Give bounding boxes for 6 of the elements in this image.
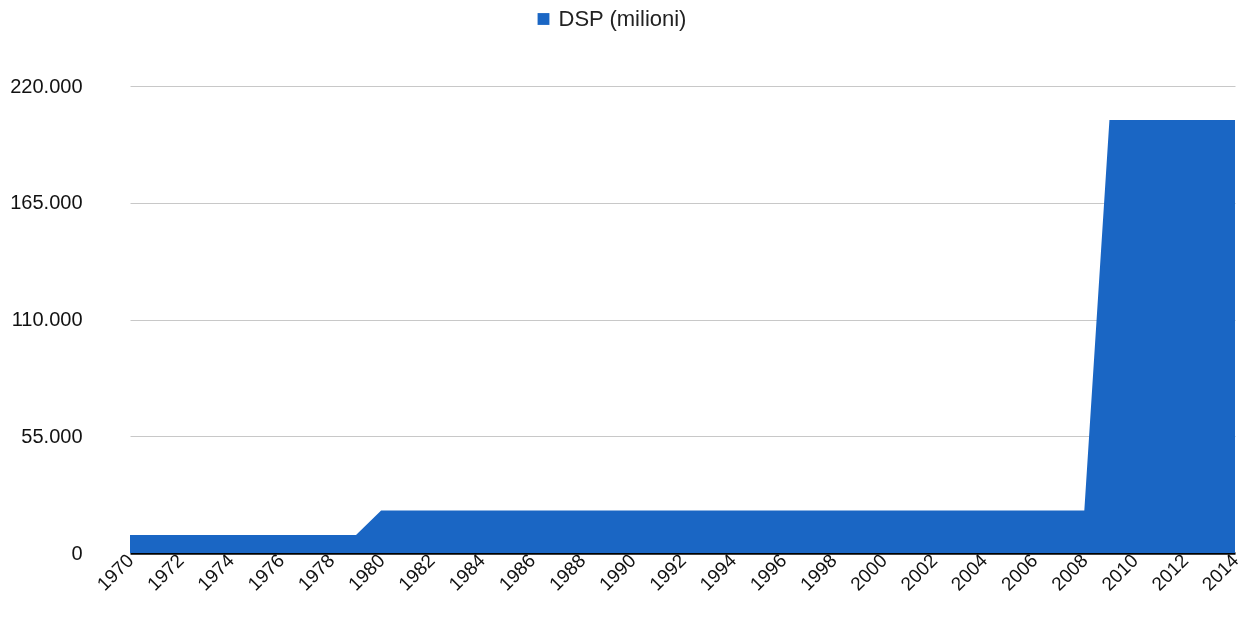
y-tick-label: 0 [71, 541, 83, 564]
y-tick-label: 165.000 [10, 191, 83, 214]
y-tick-label: 220.000 [10, 74, 83, 97]
y-tick-label: 55.000 [21, 424, 83, 447]
y-tick-label: 110.000 [11, 308, 83, 330]
legend-label: DSP (milioni) [558, 6, 687, 31]
